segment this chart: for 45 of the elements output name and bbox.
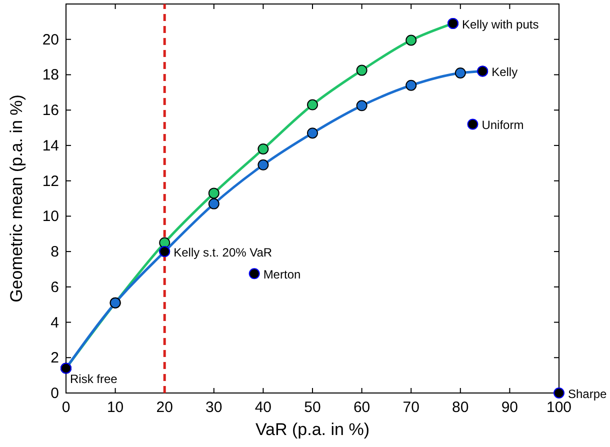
- point: [467, 118, 478, 130]
- annotation: Kelly with puts: [462, 17, 539, 32]
- y-tick-label: 10: [42, 208, 59, 226]
- y-tick-label: 4: [50, 314, 59, 332]
- x-tick-label: 0: [62, 399, 70, 416]
- point: [356, 64, 368, 76]
- x-axis-title: VaR (p.a. in %): [255, 420, 370, 439]
- y-axis-title: Geometric mean (p.a. in %): [7, 94, 26, 302]
- annotation: Uniform: [482, 118, 524, 132]
- annotation: Merton: [263, 268, 301, 282]
- point: [208, 188, 220, 199]
- x-tick-label: 40: [254, 399, 272, 416]
- x-tick-label: 90: [501, 399, 518, 416]
- y-tick-label: 20: [42, 31, 59, 48]
- point: [356, 100, 368, 112]
- point: [406, 34, 417, 46]
- point: [454, 67, 466, 78]
- y-tick-label: 6: [50, 278, 59, 296]
- point: [248, 268, 260, 280]
- point: [208, 198, 220, 210]
- x-tick-label: 50: [304, 399, 321, 416]
- x-tick-label: 30: [206, 399, 222, 416]
- x-tick-label: 10: [106, 399, 124, 416]
- y-tick-label: 14: [42, 137, 59, 154]
- annotation: Sharpe: [568, 387, 608, 401]
- x-tick-label: 70: [402, 399, 420, 416]
- y-tick-label: 0: [50, 385, 59, 402]
- y-tick-label: 8: [50, 244, 59, 261]
- x-tick-label: 80: [452, 399, 469, 416]
- y-tick-label: 12: [42, 172, 59, 190]
- y-tick-label: 18: [42, 66, 59, 84]
- x-tick-label: 100: [546, 399, 572, 416]
- x-tick-label: 60: [353, 399, 370, 416]
- annotation: Kelly: [492, 65, 518, 80]
- y-tick-label: 2: [50, 350, 59, 367]
- point: [406, 80, 417, 91]
- point: [307, 128, 318, 139]
- y-tick-label: 16: [42, 102, 59, 120]
- point: [307, 99, 318, 110]
- point: [554, 388, 564, 398]
- point: [258, 159, 269, 170]
- annotation: Kelly s.t. 20% VaR: [174, 246, 272, 260]
- annotation: Risk free: [70, 372, 118, 386]
- point: [258, 143, 269, 154]
- x-tick-label: 20: [156, 399, 173, 416]
